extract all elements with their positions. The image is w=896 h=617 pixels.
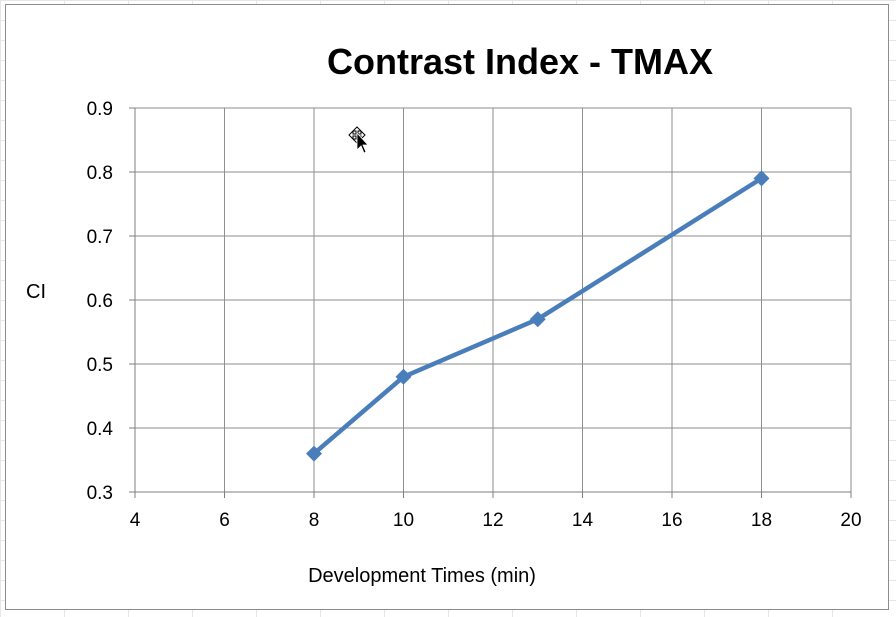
y-tick-label: 0.6 (87, 291, 113, 312)
series-group[interactable] (306, 170, 770, 462)
x-tick-label: 8 (309, 510, 320, 531)
x-axis-label: Development Times (min) (308, 565, 536, 587)
y-tick-label: 0.7 (87, 227, 113, 248)
y-tick-label: 0.5 (87, 355, 113, 376)
series-line[interactable] (311, 176, 764, 456)
data-point-marker[interactable] (306, 445, 322, 462)
x-tick-label: 16 (661, 510, 682, 531)
x-tick-label: 14 (572, 510, 594, 531)
x-tick-label: 18 (751, 510, 772, 531)
y-axis-label: CI (26, 281, 46, 303)
x-tick-label: 6 (219, 510, 230, 531)
tick-labels: 4 6 8 10 12 14 16 18 20 0.3 0.4 0.5 0.6 0.7 0.8 0.9 (87, 99, 862, 531)
y-tick-label: 0.8 (87, 163, 113, 184)
x-tick-label: 10 (393, 510, 414, 531)
chart-title: Contrast Index - TMAX (327, 41, 713, 82)
data-point-marker[interactable] (753, 170, 770, 187)
x-tick-label: 4 (130, 510, 141, 531)
y-tick-label: 0.3 (87, 483, 113, 504)
y-tick-label: 0.9 (87, 99, 113, 120)
chart-area[interactable] (5, 4, 889, 610)
y-tick-label: 0.4 (87, 419, 114, 440)
gridlines (129, 107, 852, 498)
data-point-marker[interactable] (395, 368, 412, 385)
cursor-icon (348, 126, 369, 154)
x-tick-label: 12 (482, 510, 503, 531)
data-point-marker[interactable] (529, 311, 546, 328)
x-tick-label: 20 (840, 510, 861, 531)
